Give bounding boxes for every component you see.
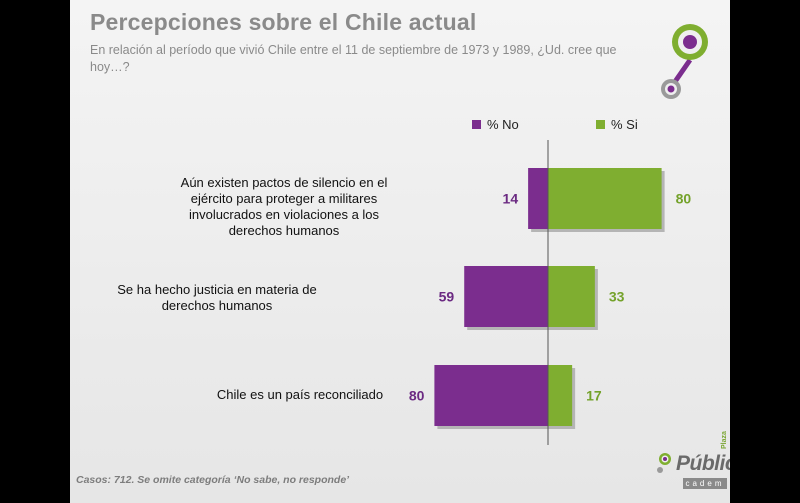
bar-si-1: [548, 168, 662, 229]
logo-brand-text: Pública: [676, 452, 730, 475]
legend-label-no: % No: [487, 117, 519, 132]
logo-tag-text: Plaza: [721, 431, 728, 449]
category-label-3: Chile es un país reconciliado: [216, 387, 384, 402]
legend-label-si: % Si: [611, 117, 638, 132]
bar-si-3: [548, 365, 573, 426]
value-label-si-3: 17: [586, 388, 602, 404]
legend-item-no: % No: [472, 117, 519, 133]
legend-swatch-no: [472, 120, 481, 129]
bar-no-2: [464, 266, 548, 327]
legend-swatch-si: [596, 120, 605, 129]
slide: Percepciones sobre el Chile actual En re…: [70, 0, 730, 503]
value-label-si-2: 33: [609, 289, 625, 305]
chart-title: Percepciones sobre el Chile actual: [90, 9, 477, 35]
plaza-publica-logo: Pública Plaza cadem: [655, 431, 730, 493]
category-label-2: Se ha hecho justicia en materia de derec…: [117, 282, 317, 313]
value-label-no-1: 14: [503, 191, 519, 207]
value-label-si-1: 80: [676, 191, 692, 207]
decorative-rings-icon: [661, 24, 708, 99]
logo-sub-text: cadem: [683, 478, 727, 489]
footnote: Casos: 712. Se omite categoría ‘No sabe,…: [76, 474, 350, 486]
bar-si-2: [548, 266, 595, 327]
value-label-no-2: 59: [439, 289, 455, 305]
bar-no-1: [528, 168, 548, 229]
chart-plot: 14 80 59 33 80 17: [409, 140, 692, 445]
logo-rings-icon: [657, 453, 671, 473]
value-label-no-3: 80: [409, 388, 425, 404]
chart-subtitle: En relación al período que vivió Chile e…: [90, 43, 617, 74]
bar-no-3: [434, 365, 548, 426]
legend-item-si: % Si: [596, 117, 638, 133]
category-label-1: Aún existen pactos de silencio en el ejé…: [180, 175, 388, 238]
